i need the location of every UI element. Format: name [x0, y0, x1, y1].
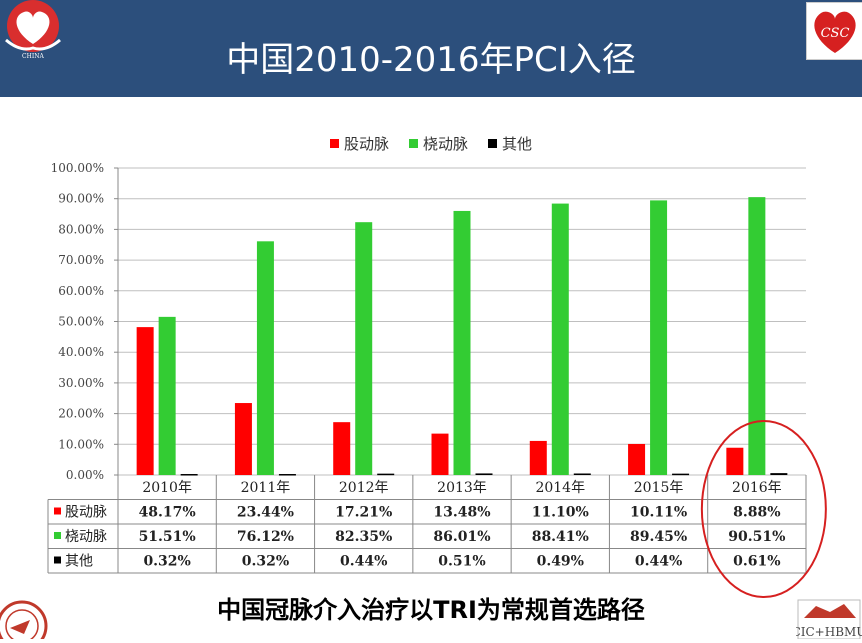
- table-value: 10.11%: [630, 505, 687, 521]
- y-tick-label: 10.00%: [58, 437, 104, 451]
- table-value: 17.21%: [335, 505, 392, 521]
- bar-femoral: [136, 327, 154, 475]
- table-value: 88.41%: [532, 529, 589, 545]
- table-series-label: 股动脉: [65, 505, 107, 521]
- bar-radial: [650, 200, 668, 476]
- category-label: 2012年: [339, 480, 389, 496]
- cic-hbmu-logo-text: CIC+HBMU: [796, 625, 862, 639]
- bar-femoral: [726, 447, 744, 475]
- bar-radial: [748, 197, 766, 476]
- bar-other: [278, 474, 296, 476]
- slide-title: 中国2010-2016年PCI入径: [226, 40, 636, 80]
- table-value: 76.12%: [237, 529, 294, 545]
- table-value: 11.10%: [532, 505, 589, 521]
- university-seal-logo: [0, 600, 48, 639]
- y-tick-label: 40.00%: [58, 345, 104, 359]
- bar-radial: [551, 203, 569, 475]
- chart-legend: 股动脉 桡动脉 其他: [0, 133, 862, 154]
- table-value: 0.51%: [438, 554, 485, 570]
- bar-femoral: [628, 443, 646, 475]
- csc-logo-text: CSC: [821, 26, 850, 41]
- y-tick-label: 50.00%: [58, 315, 104, 329]
- table-swatch: [54, 532, 61, 539]
- heart-hands-logo: CHINA: [5, 0, 61, 60]
- bar-femoral: [234, 403, 252, 475]
- table-value: 0.44%: [340, 554, 387, 570]
- category-label: 2016年: [732, 480, 782, 496]
- bar-radial: [453, 210, 471, 476]
- bar-femoral: [333, 422, 351, 475]
- bar-other: [672, 473, 690, 476]
- svg-text:CHINA: CHINA: [22, 53, 44, 60]
- y-tick-label: 80.00%: [58, 222, 104, 236]
- category-label: 2013年: [437, 480, 487, 496]
- category-label: 2015年: [634, 480, 684, 496]
- category-label: 2010年: [142, 480, 192, 496]
- legend-item-femoral: 股动脉: [329, 133, 389, 154]
- table-value: 8.88%: [733, 505, 780, 521]
- bar-femoral: [431, 433, 449, 475]
- bar-other: [770, 473, 788, 475]
- bar-other: [475, 473, 493, 475]
- table-value: 0.61%: [733, 554, 780, 570]
- cic-hbmu-logo: CIC+HBMU: [792, 598, 862, 640]
- table-value: 0.32%: [143, 554, 190, 570]
- legend-swatch-femoral: [329, 139, 339, 148]
- legend-label-other: 其他: [502, 135, 533, 153]
- table-series-label: 其他: [65, 554, 93, 570]
- y-tick-label: 60.00%: [58, 284, 104, 298]
- category-label: 2011年: [241, 480, 291, 496]
- table-value: 82.35%: [335, 529, 392, 545]
- bar-other: [180, 474, 198, 476]
- table-value: 0.32%: [242, 554, 289, 570]
- y-tick-label: 30.00%: [58, 376, 104, 390]
- table-value: 0.49%: [537, 554, 584, 570]
- bar-radial: [256, 241, 274, 475]
- table-value: 51.51%: [139, 529, 196, 545]
- table-value: 23.44%: [237, 505, 294, 521]
- bar-other: [573, 473, 591, 475]
- slide-subtitle: 中国冠脉介入治疗以TRI为常规首选路径: [217, 596, 645, 624]
- bar-chart: 0.00% 10.00% 20.00% 30.00% 40.00% 50.00% 60.00…: [47, 161, 827, 598]
- table-value: 89.45%: [630, 529, 687, 545]
- table-swatch: [54, 507, 61, 515]
- table-value: 0.44%: [635, 554, 682, 570]
- table-series-label: 桡动脉: [65, 529, 107, 545]
- highlight-circle: [700, 420, 827, 598]
- table-swatch: [54, 556, 61, 564]
- y-tick-label: 90.00%: [58, 192, 104, 206]
- legend-swatch-radial: [408, 139, 418, 148]
- table-value: 48.17%: [139, 505, 196, 521]
- csc-logo: CSC: [806, 2, 862, 60]
- bar-radial: [355, 222, 373, 475]
- table-value: 90.51%: [728, 529, 785, 545]
- y-tick-label: 20.00%: [58, 407, 104, 421]
- slide-header: CHINA 中国2010-2016年PCI入径 CSC: [0, 0, 862, 97]
- y-tick-label: 70.00%: [58, 253, 104, 267]
- y-tick-label: 0.00%: [66, 468, 104, 482]
- y-tick-label: 100.00%: [51, 161, 104, 175]
- table-value: 13.48%: [433, 505, 490, 521]
- legend-item-other: 其他: [488, 133, 532, 154]
- category-label: 2014年: [535, 480, 585, 496]
- legend-label-femoral: 股动脉: [343, 135, 389, 153]
- bar-other: [377, 473, 395, 476]
- legend-label-radial: 桡动脉: [422, 135, 468, 153]
- table-value: 86.01%: [433, 529, 490, 545]
- bar-radial: [158, 316, 176, 475]
- bar-femoral: [529, 440, 547, 475]
- legend-item-radial: 桡动脉: [408, 133, 468, 154]
- legend-swatch-other: [488, 139, 497, 148]
